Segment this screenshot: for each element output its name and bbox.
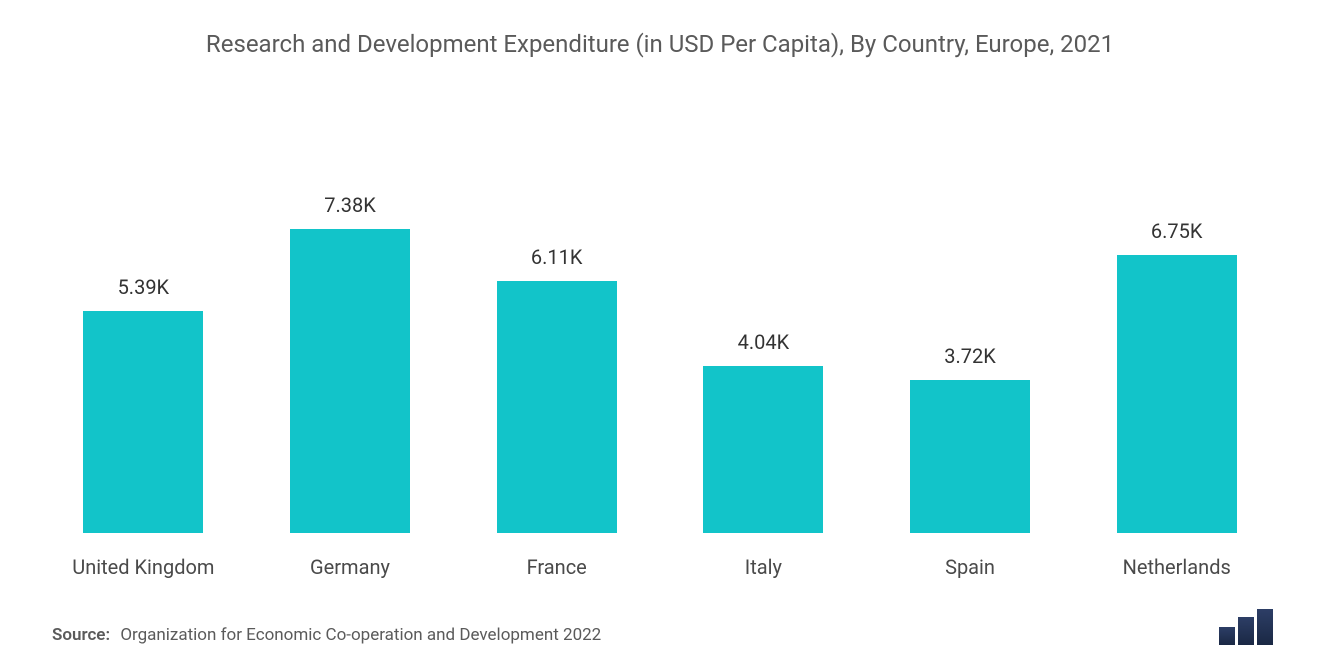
bar bbox=[910, 380, 1030, 533]
bar-group: 6.75K bbox=[1073, 138, 1280, 533]
bar-group: 5.39K bbox=[40, 138, 247, 533]
logo-bar bbox=[1219, 627, 1235, 645]
bar bbox=[290, 229, 410, 533]
logo-bar bbox=[1257, 609, 1273, 645]
bar-value-label: 4.04K bbox=[738, 330, 790, 354]
x-axis-label: United Kingdom bbox=[40, 555, 247, 579]
bar-group: 7.38K bbox=[247, 138, 454, 533]
chart-footer: Source: Organization for Economic Co-ope… bbox=[40, 579, 1280, 645]
bar-value-label: 6.11K bbox=[531, 245, 583, 269]
bar-value-label: 3.72K bbox=[944, 344, 996, 368]
source-prefix: Source: bbox=[52, 625, 110, 645]
x-axis-label: Italy bbox=[660, 555, 867, 579]
x-axis-label: Spain bbox=[867, 555, 1074, 579]
plot-area: 5.39K 7.38K 6.11K 4.04K 3.72K 6.75K bbox=[40, 78, 1280, 543]
bar-value-label: 7.38K bbox=[324, 193, 376, 217]
chart-title: Research and Development Expenditure (in… bbox=[40, 30, 1280, 58]
x-axis-label: France bbox=[453, 555, 660, 579]
chart-container: Research and Development Expenditure (in… bbox=[0, 0, 1320, 665]
source-citation: Source: Organization for Economic Co-ope… bbox=[52, 625, 601, 645]
x-axis-label: Germany bbox=[247, 555, 454, 579]
bar-group: 6.11K bbox=[453, 138, 660, 533]
bar-group: 4.04K bbox=[660, 138, 867, 533]
bar-value-label: 6.75K bbox=[1151, 219, 1203, 243]
logo-bar bbox=[1238, 617, 1254, 645]
bar bbox=[83, 311, 203, 533]
bar bbox=[497, 281, 617, 533]
x-axis: United KingdomGermanyFranceItalySpainNet… bbox=[40, 543, 1280, 579]
source-text: Organization for Economic Co-operation a… bbox=[120, 625, 601, 645]
bar bbox=[1117, 255, 1237, 533]
brand-logo-icon bbox=[1219, 609, 1275, 645]
bar bbox=[703, 366, 823, 533]
bar-value-label: 5.39K bbox=[118, 275, 170, 299]
bar-group: 3.72K bbox=[867, 138, 1074, 533]
x-axis-label: Netherlands bbox=[1073, 555, 1280, 579]
